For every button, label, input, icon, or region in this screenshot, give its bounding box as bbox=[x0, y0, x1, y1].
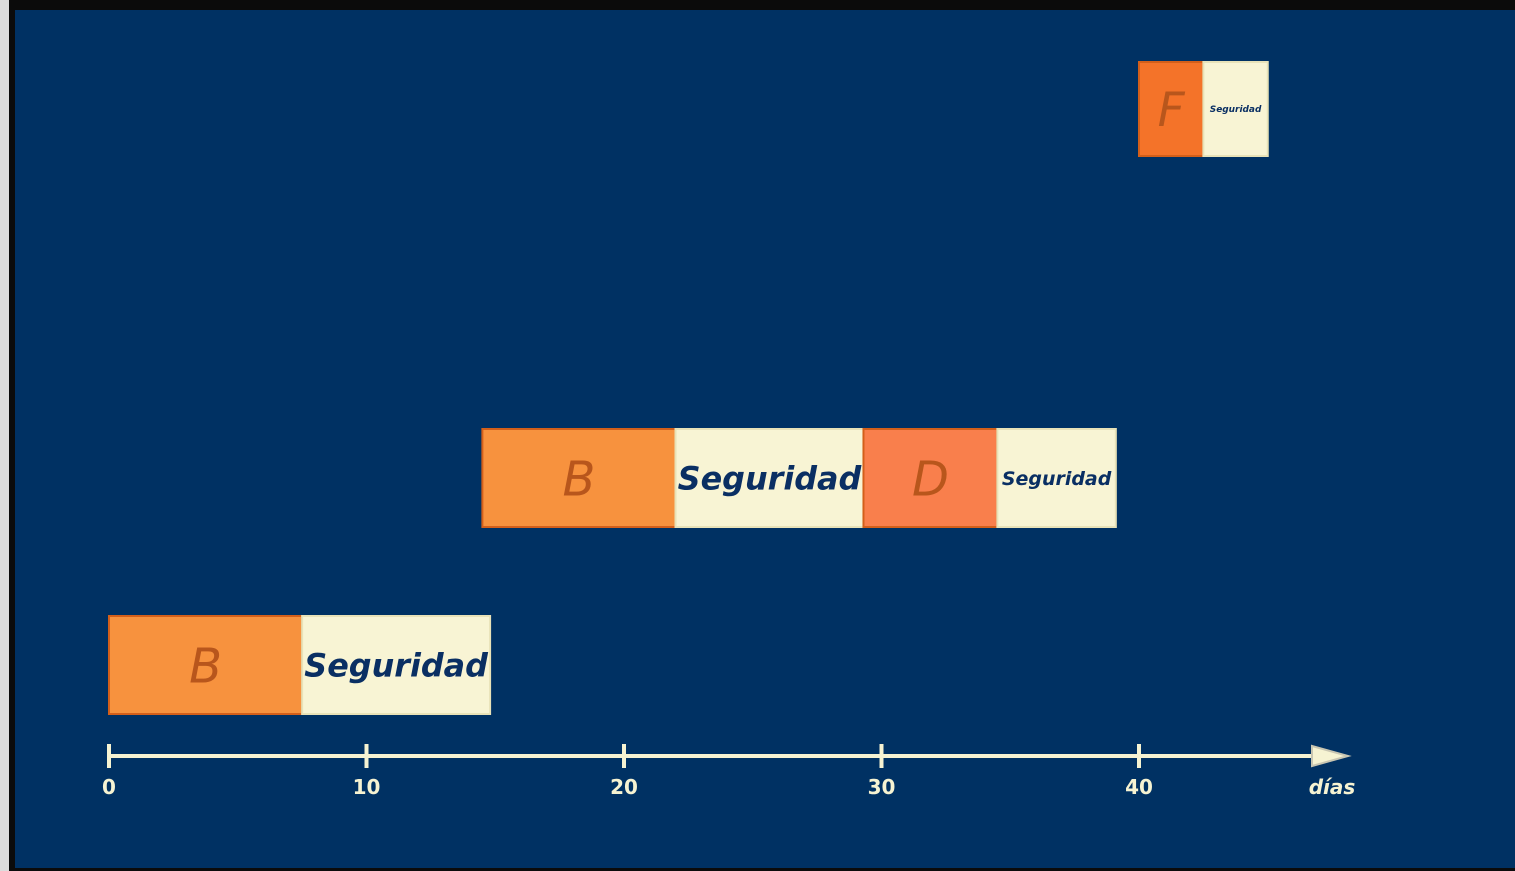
axis-tick-label: 20 bbox=[610, 775, 638, 799]
axis-tick-label: 30 bbox=[868, 775, 896, 799]
buffer-label: Seguridad bbox=[678, 459, 863, 497]
buffer-label: Seguridad bbox=[304, 646, 489, 684]
task-label: B bbox=[562, 451, 595, 507]
buffer-block bbox=[996, 428, 1117, 528]
axis-tick-label: 40 bbox=[1125, 775, 1153, 799]
task-label: B bbox=[189, 638, 222, 694]
axis-tick-label: 0 bbox=[102, 775, 116, 799]
axis-unit-label: días bbox=[1309, 775, 1356, 799]
task-block bbox=[862, 428, 999, 528]
buffer-label: Seguridad bbox=[1210, 105, 1262, 115]
axis-arrow-icon bbox=[1311, 744, 1352, 768]
window-edge bbox=[0, 0, 9, 871]
buffer-block bbox=[301, 615, 492, 715]
buffer-block bbox=[1202, 61, 1269, 157]
buffer-block bbox=[674, 428, 865, 528]
task-label: D bbox=[912, 451, 949, 507]
buffer-label: Seguridad bbox=[1002, 468, 1112, 490]
task-block bbox=[1138, 61, 1205, 157]
axis-tick-label: 10 bbox=[353, 775, 381, 799]
task-block bbox=[481, 428, 677, 528]
task-label: F bbox=[1158, 83, 1186, 138]
